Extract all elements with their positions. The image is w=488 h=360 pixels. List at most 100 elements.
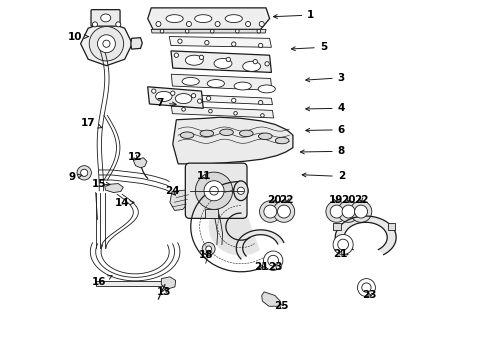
Polygon shape <box>236 230 283 259</box>
Polygon shape <box>171 51 271 72</box>
Text: 9: 9 <box>69 172 82 182</box>
Circle shape <box>208 109 212 113</box>
Circle shape <box>206 96 210 100</box>
Polygon shape <box>161 277 175 289</box>
Text: 6: 6 <box>305 125 344 135</box>
Polygon shape <box>147 8 269 30</box>
Ellipse shape <box>258 133 271 139</box>
Text: 14: 14 <box>115 198 134 208</box>
Text: 19: 19 <box>328 195 343 205</box>
Circle shape <box>160 30 163 33</box>
Circle shape <box>337 239 348 250</box>
Polygon shape <box>169 190 190 211</box>
Circle shape <box>182 108 185 111</box>
Circle shape <box>325 201 346 222</box>
FancyBboxPatch shape <box>185 163 246 219</box>
Circle shape <box>191 94 195 98</box>
Circle shape <box>233 184 247 198</box>
Polygon shape <box>172 117 292 164</box>
Text: 20: 20 <box>341 195 355 205</box>
Polygon shape <box>131 38 142 49</box>
Polygon shape <box>133 158 147 168</box>
Text: 18: 18 <box>198 250 213 260</box>
Ellipse shape <box>258 85 275 93</box>
Circle shape <box>260 114 264 117</box>
Text: 21: 21 <box>254 262 268 272</box>
Ellipse shape <box>275 137 288 144</box>
Circle shape <box>357 279 375 297</box>
Text: 11: 11 <box>197 171 211 181</box>
Ellipse shape <box>239 130 253 136</box>
Ellipse shape <box>155 91 172 102</box>
Polygon shape <box>171 74 271 90</box>
Circle shape <box>210 30 214 33</box>
Circle shape <box>186 22 191 27</box>
Ellipse shape <box>224 15 242 23</box>
Text: 23: 23 <box>361 291 376 301</box>
Circle shape <box>267 255 278 266</box>
Text: 21: 21 <box>333 248 347 258</box>
Circle shape <box>259 22 264 27</box>
Ellipse shape <box>182 77 199 85</box>
Text: 3: 3 <box>305 73 344 83</box>
Ellipse shape <box>242 61 260 71</box>
Circle shape <box>226 57 230 62</box>
Circle shape <box>337 201 359 222</box>
Circle shape <box>332 234 352 255</box>
Ellipse shape <box>180 132 194 138</box>
Polygon shape <box>208 198 259 256</box>
Polygon shape <box>104 184 123 193</box>
Text: 23: 23 <box>267 262 282 272</box>
Circle shape <box>151 89 156 93</box>
Circle shape <box>273 201 294 222</box>
Polygon shape <box>81 22 132 66</box>
Circle shape <box>231 42 235 46</box>
Circle shape <box>258 43 262 48</box>
Circle shape <box>264 205 276 218</box>
Circle shape <box>329 205 343 218</box>
Text: 1: 1 <box>273 10 314 20</box>
Ellipse shape <box>185 55 203 65</box>
FancyBboxPatch shape <box>91 10 120 26</box>
Circle shape <box>205 246 211 252</box>
Text: 22: 22 <box>279 195 293 205</box>
Circle shape <box>170 91 175 95</box>
Polygon shape <box>335 216 395 255</box>
Circle shape <box>81 169 88 176</box>
Circle shape <box>116 22 121 27</box>
Circle shape <box>361 283 370 292</box>
Circle shape <box>195 172 232 210</box>
Circle shape <box>245 22 250 27</box>
Circle shape <box>204 41 208 45</box>
Circle shape <box>102 40 110 47</box>
Circle shape <box>99 36 114 51</box>
Polygon shape <box>171 94 272 105</box>
Circle shape <box>263 251 282 270</box>
Circle shape <box>235 30 239 33</box>
Circle shape <box>349 201 371 222</box>
Text: 10: 10 <box>68 32 88 41</box>
Circle shape <box>233 112 237 115</box>
Text: 15: 15 <box>92 179 110 189</box>
Ellipse shape <box>200 130 213 136</box>
Circle shape <box>257 30 260 33</box>
Text: 12: 12 <box>128 152 142 162</box>
Polygon shape <box>204 209 217 218</box>
Circle shape <box>237 187 244 194</box>
Circle shape <box>277 205 290 218</box>
Circle shape <box>181 95 185 99</box>
Text: 16: 16 <box>92 276 112 287</box>
Circle shape <box>185 30 188 33</box>
Ellipse shape <box>165 15 183 23</box>
Ellipse shape <box>175 94 191 104</box>
Text: 2: 2 <box>302 171 344 181</box>
Ellipse shape <box>207 80 224 87</box>
Ellipse shape <box>219 129 233 135</box>
Polygon shape <box>96 281 172 286</box>
Circle shape <box>89 27 123 61</box>
Circle shape <box>215 22 220 27</box>
Text: 5: 5 <box>291 42 326 52</box>
Text: 25: 25 <box>274 301 288 311</box>
Polygon shape <box>171 106 273 118</box>
Ellipse shape <box>101 14 110 22</box>
